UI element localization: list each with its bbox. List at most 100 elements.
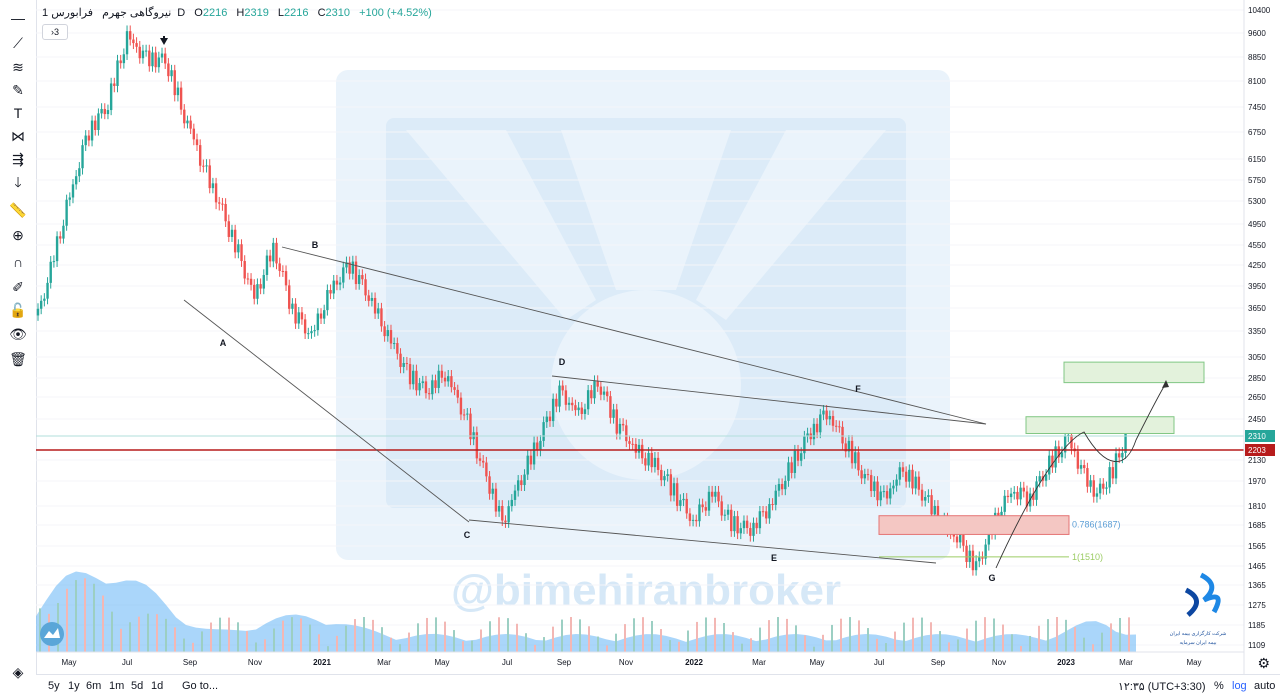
candle-body: [634, 444, 638, 453]
candle-body: [672, 483, 676, 496]
candle-body: [176, 87, 180, 96]
price-tick-label: 1970: [1248, 477, 1266, 486]
candle-body: [555, 398, 558, 407]
zoom-in-icon[interactable]: ⊕: [12, 227, 24, 243]
timezone-label[interactable]: ۱۲:۳۵ (UTC+3:30): [1118, 681, 1206, 693]
candle-body: [1051, 455, 1054, 468]
arrow-down-icon[interactable]: 🡓: [14, 174, 22, 190]
candle-body: [974, 561, 978, 571]
symbol-name[interactable]: نیروگاهی جهرم: [102, 7, 172, 19]
candle-body: [81, 145, 84, 169]
candle-body: [49, 261, 52, 283]
candle-body: [151, 52, 154, 67]
candle-body: [281, 270, 285, 272]
trend-line-icon[interactable]: ⟋: [13, 35, 23, 51]
candle-body: [408, 364, 412, 385]
candle-body: [653, 457, 657, 468]
candle-body: [707, 491, 711, 511]
low-label: L: [277, 7, 285, 19]
lock-icon[interactable]: 🔓: [9, 302, 27, 318]
lock-pencil-icon[interactable]: ✐: [12, 279, 24, 295]
price-tick-label: 1109: [1248, 641, 1266, 650]
trend-line[interactable]: [551, 375, 987, 425]
candle-body: [335, 280, 339, 285]
candle-body: [625, 425, 628, 442]
range-1d-button[interactable]: 1d: [151, 680, 164, 692]
candle-body: [329, 290, 332, 294]
candle-body: [1108, 467, 1111, 488]
prediction-icon[interactable]: ⇶: [12, 151, 24, 167]
support-price-label: 2203: [1248, 446, 1266, 455]
brush-icon[interactable]: ✎: [12, 82, 24, 98]
candle-body: [373, 297, 377, 314]
fib-icon[interactable]: ≋: [12, 59, 24, 75]
candle-body: [780, 484, 784, 490]
candle-body: [405, 363, 409, 365]
candle-body: [1092, 480, 1095, 497]
candle-body: [895, 479, 898, 486]
candle-body: [39, 300, 43, 309]
open-label: O: [194, 7, 203, 19]
candle-body: [345, 262, 348, 268]
range-5y-button[interactable]: 5y: [48, 680, 60, 692]
log-toggle[interactable]: log: [1232, 680, 1247, 692]
candle-body: [571, 402, 574, 406]
candle-body: [135, 43, 138, 47]
price-tick-label: 2130: [1248, 456, 1266, 465]
percent-toggle[interactable]: %: [1214, 680, 1224, 692]
candle-body: [1025, 491, 1029, 507]
candle-body: [892, 485, 895, 489]
interval-label[interactable]: 1D: [42, 7, 186, 19]
projection-arrowhead: [1162, 380, 1169, 388]
eye-icon[interactable]: 👁: [9, 326, 27, 342]
trend-line[interactable]: [183, 299, 470, 523]
range-6m-button[interactable]: 6m: [86, 680, 102, 692]
zone-target[interactable]: [1025, 416, 1175, 435]
goto-button[interactable]: Go to...: [182, 680, 219, 692]
pattern-icon[interactable]: ⋈: [11, 128, 25, 144]
change-value: +100 (+4.52%): [359, 7, 432, 19]
candle-body: [602, 391, 606, 395]
range-5d-button[interactable]: 5d: [131, 680, 144, 692]
candle-body: [885, 491, 889, 499]
wave-label: G: [988, 573, 995, 583]
range-1m-button[interactable]: 1m: [109, 680, 125, 692]
candle-body: [396, 343, 399, 354]
candle-body: [777, 484, 781, 491]
price-tick-label: 6150: [1248, 155, 1266, 164]
trend-line[interactable]: [468, 519, 937, 564]
candle-body: [768, 504, 771, 519]
ruler-icon[interactable]: 📏: [9, 202, 27, 218]
candle-body: [272, 242, 275, 262]
layers-icon[interactable]: ◈: [12, 664, 24, 680]
candle-body: [879, 491, 882, 501]
candle-body: [377, 308, 380, 314]
crosshair-icon[interactable]: —: [11, 10, 25, 26]
candle-body: [144, 50, 148, 52]
candle-body: [688, 513, 692, 521]
candle-body: [1060, 452, 1064, 458]
brand-logo-icon-2: [1184, 587, 1199, 617]
trend-line[interactable]: [281, 246, 987, 425]
magnet-icon[interactable]: ∩: [12, 254, 24, 270]
candle-body: [806, 433, 809, 437]
brand-name-line1: شرکت کارگزاری بیمه ایران: [1169, 631, 1227, 637]
price-tick-label: 3950: [1248, 282, 1266, 291]
candle-body: [583, 409, 587, 414]
settings-gear-icon[interactable]: ⚙: [1257, 655, 1270, 671]
range-1y-button[interactable]: 1y: [68, 680, 80, 692]
zone-demand[interactable]: [878, 515, 1070, 535]
trash-icon[interactable]: 🗑: [9, 351, 27, 367]
price-chart[interactable]: @bimehiranbroker 0.786(1687) 1(1510) A B C D E F…: [36, 0, 1280, 674]
auto-toggle[interactable]: auto: [1254, 680, 1276, 692]
candle-body: [857, 452, 860, 471]
candle-body: [307, 333, 310, 335]
candle-body: [116, 60, 119, 86]
candle-body: [323, 310, 326, 319]
candle-body: [450, 376, 453, 388]
candle-body: [599, 386, 603, 395]
projection-path[interactable]: [995, 382, 1167, 569]
zone-target[interactable]: [1063, 361, 1205, 384]
collapse-indicators-button[interactable]: › 3: [42, 24, 68, 40]
text-icon[interactable]: T: [13, 105, 23, 121]
